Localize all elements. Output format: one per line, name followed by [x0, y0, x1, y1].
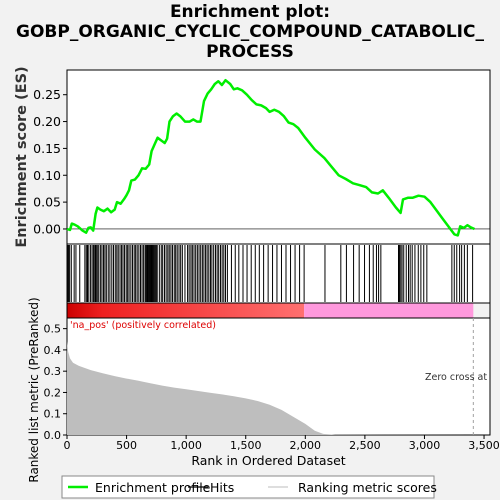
positive-color-bar [67, 303, 305, 318]
hits-panel [66, 243, 491, 319]
negative-color-bar [304, 303, 474, 318]
es-y-tick-label: 0.10 [33, 168, 61, 183]
metric-y-tick-label: 0.2 [44, 386, 62, 399]
es-y-tick-label: 0.15 [33, 141, 61, 156]
positive-correlation-label: 'na_pos' (positively correlated) [70, 320, 216, 331]
x-tick-label: 3,000 [409, 439, 441, 452]
ranked-metric-panel: Zero cross at 'na_pos' (positively correl… [27, 297, 500, 482]
metric-y-tick-label: 0.5 [44, 323, 62, 336]
x-tick-label: 500 [116, 439, 137, 452]
x-tick-label: 0 [64, 439, 71, 452]
es-plot-area [66, 69, 491, 245]
es-y-tick-label: 0.05 [33, 195, 61, 210]
legend: Enrichment profile Hits Ranking metric sco… [61, 475, 437, 499]
legend-box [61, 475, 435, 499]
es-y-tick-label: 0.20 [33, 114, 61, 129]
metric-y-tick-label: 0.0 [44, 429, 62, 442]
metric-y-tick-label: 0.1 [44, 408, 62, 421]
legend-label: Hits [210, 480, 234, 495]
legend-label: Enrichment profile [95, 480, 211, 495]
x-tick-label: 1,500 [230, 439, 262, 452]
metric-y-tick-label: 0.4 [44, 344, 62, 357]
x-tick-label: 1,000 [170, 439, 202, 452]
x-tick-label: 2,000 [290, 439, 322, 452]
chart-title: Enrichment plot: GOBP_ORGANIC_CYCLIC_COM… [16, 2, 484, 62]
enrichment-profile-line [66, 78, 476, 237]
es-y-axis-label: Enrichment score (ES) [14, 66, 30, 247]
es-y-tick-label: 0.00 [33, 221, 61, 236]
ranked-metric-area [67, 341, 474, 435]
x-axis-label: Rank in Ordered Dataset [191, 453, 345, 468]
metric-y-axis-label: Ranked list metric (PreRanked) [27, 297, 41, 482]
legend-label: Ranking metric scores [298, 480, 437, 495]
es-y-tick-label: 0.25 [33, 87, 61, 102]
metric-y-tick-label: 0.3 [44, 365, 62, 378]
x-tick-label: 3,500 [468, 439, 500, 452]
zero-cross-label: Zero cross at [425, 372, 487, 383]
x-tick-label: 2,500 [349, 439, 381, 452]
